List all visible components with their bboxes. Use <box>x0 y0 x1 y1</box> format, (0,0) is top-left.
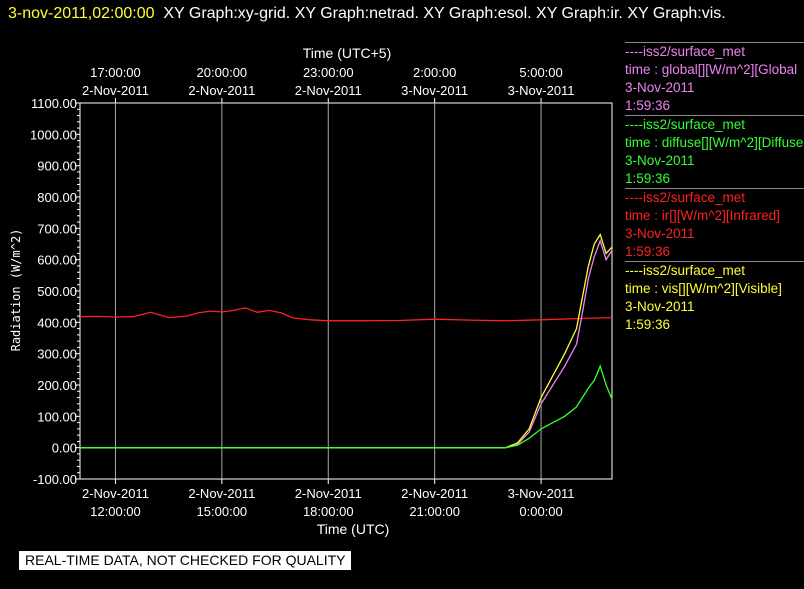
legend-entry-vis: ----iss2/surface_met time : vis[][W/m^2]… <box>625 261 804 334</box>
x-tick-date: 2-Nov-2011 <box>188 486 255 501</box>
legend-source: ----iss2/surface_met <box>625 190 746 205</box>
y-tick-label: 900.00 <box>37 159 77 174</box>
legend-source: ----iss2/surface_met <box>625 263 746 278</box>
legend: ----iss2/surface_met time : global[][W/m… <box>625 42 804 334</box>
graph-title: 3-nov-2011,02:00:00 XY Graph:xy-grid. XY… <box>8 2 800 25</box>
x-tick-time: 0:00:00 <box>519 504 562 519</box>
series-line-global <box>80 238 613 449</box>
x-tick-time: 15:00:00 <box>197 504 248 519</box>
x-tick-date: 2-Nov-2011 <box>82 486 149 501</box>
y-tick-label: 300.00 <box>37 347 77 362</box>
x2-tick-time: 5:00:00 <box>519 65 562 80</box>
y-tick-label: 400.00 <box>37 315 77 330</box>
y-tick-label: 500.00 <box>37 284 77 299</box>
legend-date: 3-Nov-2011 <box>625 153 695 168</box>
x2-tick-date: 2-Nov-2011 <box>295 83 362 98</box>
x2-axis-label: Time (UTC+5) <box>303 45 392 61</box>
legend-desc: time : global[][W/m^2][Global <box>625 62 798 77</box>
x-axis-top: 17:00:00 2-Nov-2011 20:00:00 2-Nov-2011 23:0… <box>82 65 575 103</box>
series-line-ir <box>79 307 613 322</box>
title-graphs: XY Graph:xy-grid. XY Graph:netrad. XY Gr… <box>163 5 726 22</box>
legend-desc: time : diffuse[][W/m^2][Diffuse <box>625 135 804 150</box>
y-tick-label: 0.00 <box>52 441 77 456</box>
x-axis-bottom: 2-Nov-2011 12:00:00 2-Nov-2011 15:00:00 2-No… <box>82 479 575 519</box>
x2-tick-time: 17:00:00 <box>90 65 141 80</box>
y-axis-label: Radiation (W/m^2) <box>9 229 23 352</box>
series-line-diffuse <box>80 364 613 449</box>
legend-entry-global: ----iss2/surface_met time : global[][W/m… <box>625 42 804 115</box>
legend-entry-ir: ----iss2/surface_met time : ir[][W/m^2][… <box>625 188 804 261</box>
legend-date: 3-Nov-2011 <box>625 80 695 95</box>
x2-tick-time: 23:00:00 <box>303 65 354 80</box>
quality-notice: REAL-TIME DATA, NOT CHECKED FOR QUALITY <box>19 551 352 570</box>
legend-time: 1:59:36 <box>625 244 671 259</box>
legend-source: ----iss2/surface_met <box>625 117 746 132</box>
grid-lines <box>114 103 542 479</box>
x-tick-time: 21:00:00 <box>409 504 460 519</box>
legend-desc: time : vis[][W/m^2][Visible] <box>625 281 782 296</box>
x-tick-date: 2-Nov-2011 <box>295 486 362 501</box>
title-date: 3-nov-2011,02:00:00 <box>8 5 155 22</box>
legend-date: 3-Nov-2011 <box>625 299 695 314</box>
legend-date: 3-Nov-2011 <box>625 226 695 241</box>
x2-tick-date: 3-Nov-2011 <box>508 83 575 98</box>
legend-time: 1:59:36 <box>625 98 671 113</box>
y-tick-label: -100.00 <box>33 472 77 487</box>
y-axis-ticks: 1100.00 1000.00 900.00 800.00 700.00 600.00 50… <box>30 96 80 487</box>
legend-source: ----iss2/surface_met <box>625 44 746 59</box>
y-tick-label: 700.00 <box>37 221 77 236</box>
y-tick-label: 1100.00 <box>31 96 77 111</box>
x2-tick-time: 2:00:00 <box>413 65 456 80</box>
x-tick-time: 18:00:00 <box>303 504 354 519</box>
x2-tick-date: 2-Nov-2011 <box>82 83 149 98</box>
x2-tick-time: 20:00:00 <box>197 65 248 80</box>
y-tick-label: 100.00 <box>37 409 77 424</box>
y-tick-label: 600.00 <box>37 253 77 268</box>
x-tick-time: 12:00:00 <box>90 504 141 519</box>
x-axis-label: Time (UTC) <box>317 521 390 537</box>
y-tick-label: 1000.00 <box>30 127 77 142</box>
x2-tick-date: 3-Nov-2011 <box>401 83 468 98</box>
legend-entry-diffuse: ----iss2/surface_met time : diffuse[][W/… <box>625 115 804 188</box>
legend-time: 1:59:36 <box>625 171 671 186</box>
x2-tick-date: 2-Nov-2011 <box>188 83 255 98</box>
x-tick-date: 2-Nov-2011 <box>401 486 468 501</box>
x-tick-date: 3-Nov-2011 <box>508 486 575 501</box>
y-tick-label: 200.00 <box>37 378 77 393</box>
legend-desc: time : ir[][W/m^2][Infrared] <box>625 208 780 223</box>
legend-time: 1:59:36 <box>625 317 671 332</box>
series-line-vis <box>80 233 613 449</box>
y-tick-label: 800.00 <box>37 190 77 205</box>
data-series <box>79 233 613 449</box>
